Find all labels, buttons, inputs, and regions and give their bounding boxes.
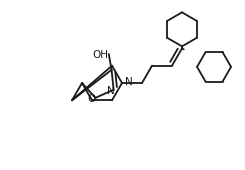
- Text: O: O: [87, 94, 96, 104]
- Text: N: N: [107, 86, 114, 96]
- Text: OH: OH: [93, 50, 109, 60]
- Text: N: N: [125, 77, 133, 87]
